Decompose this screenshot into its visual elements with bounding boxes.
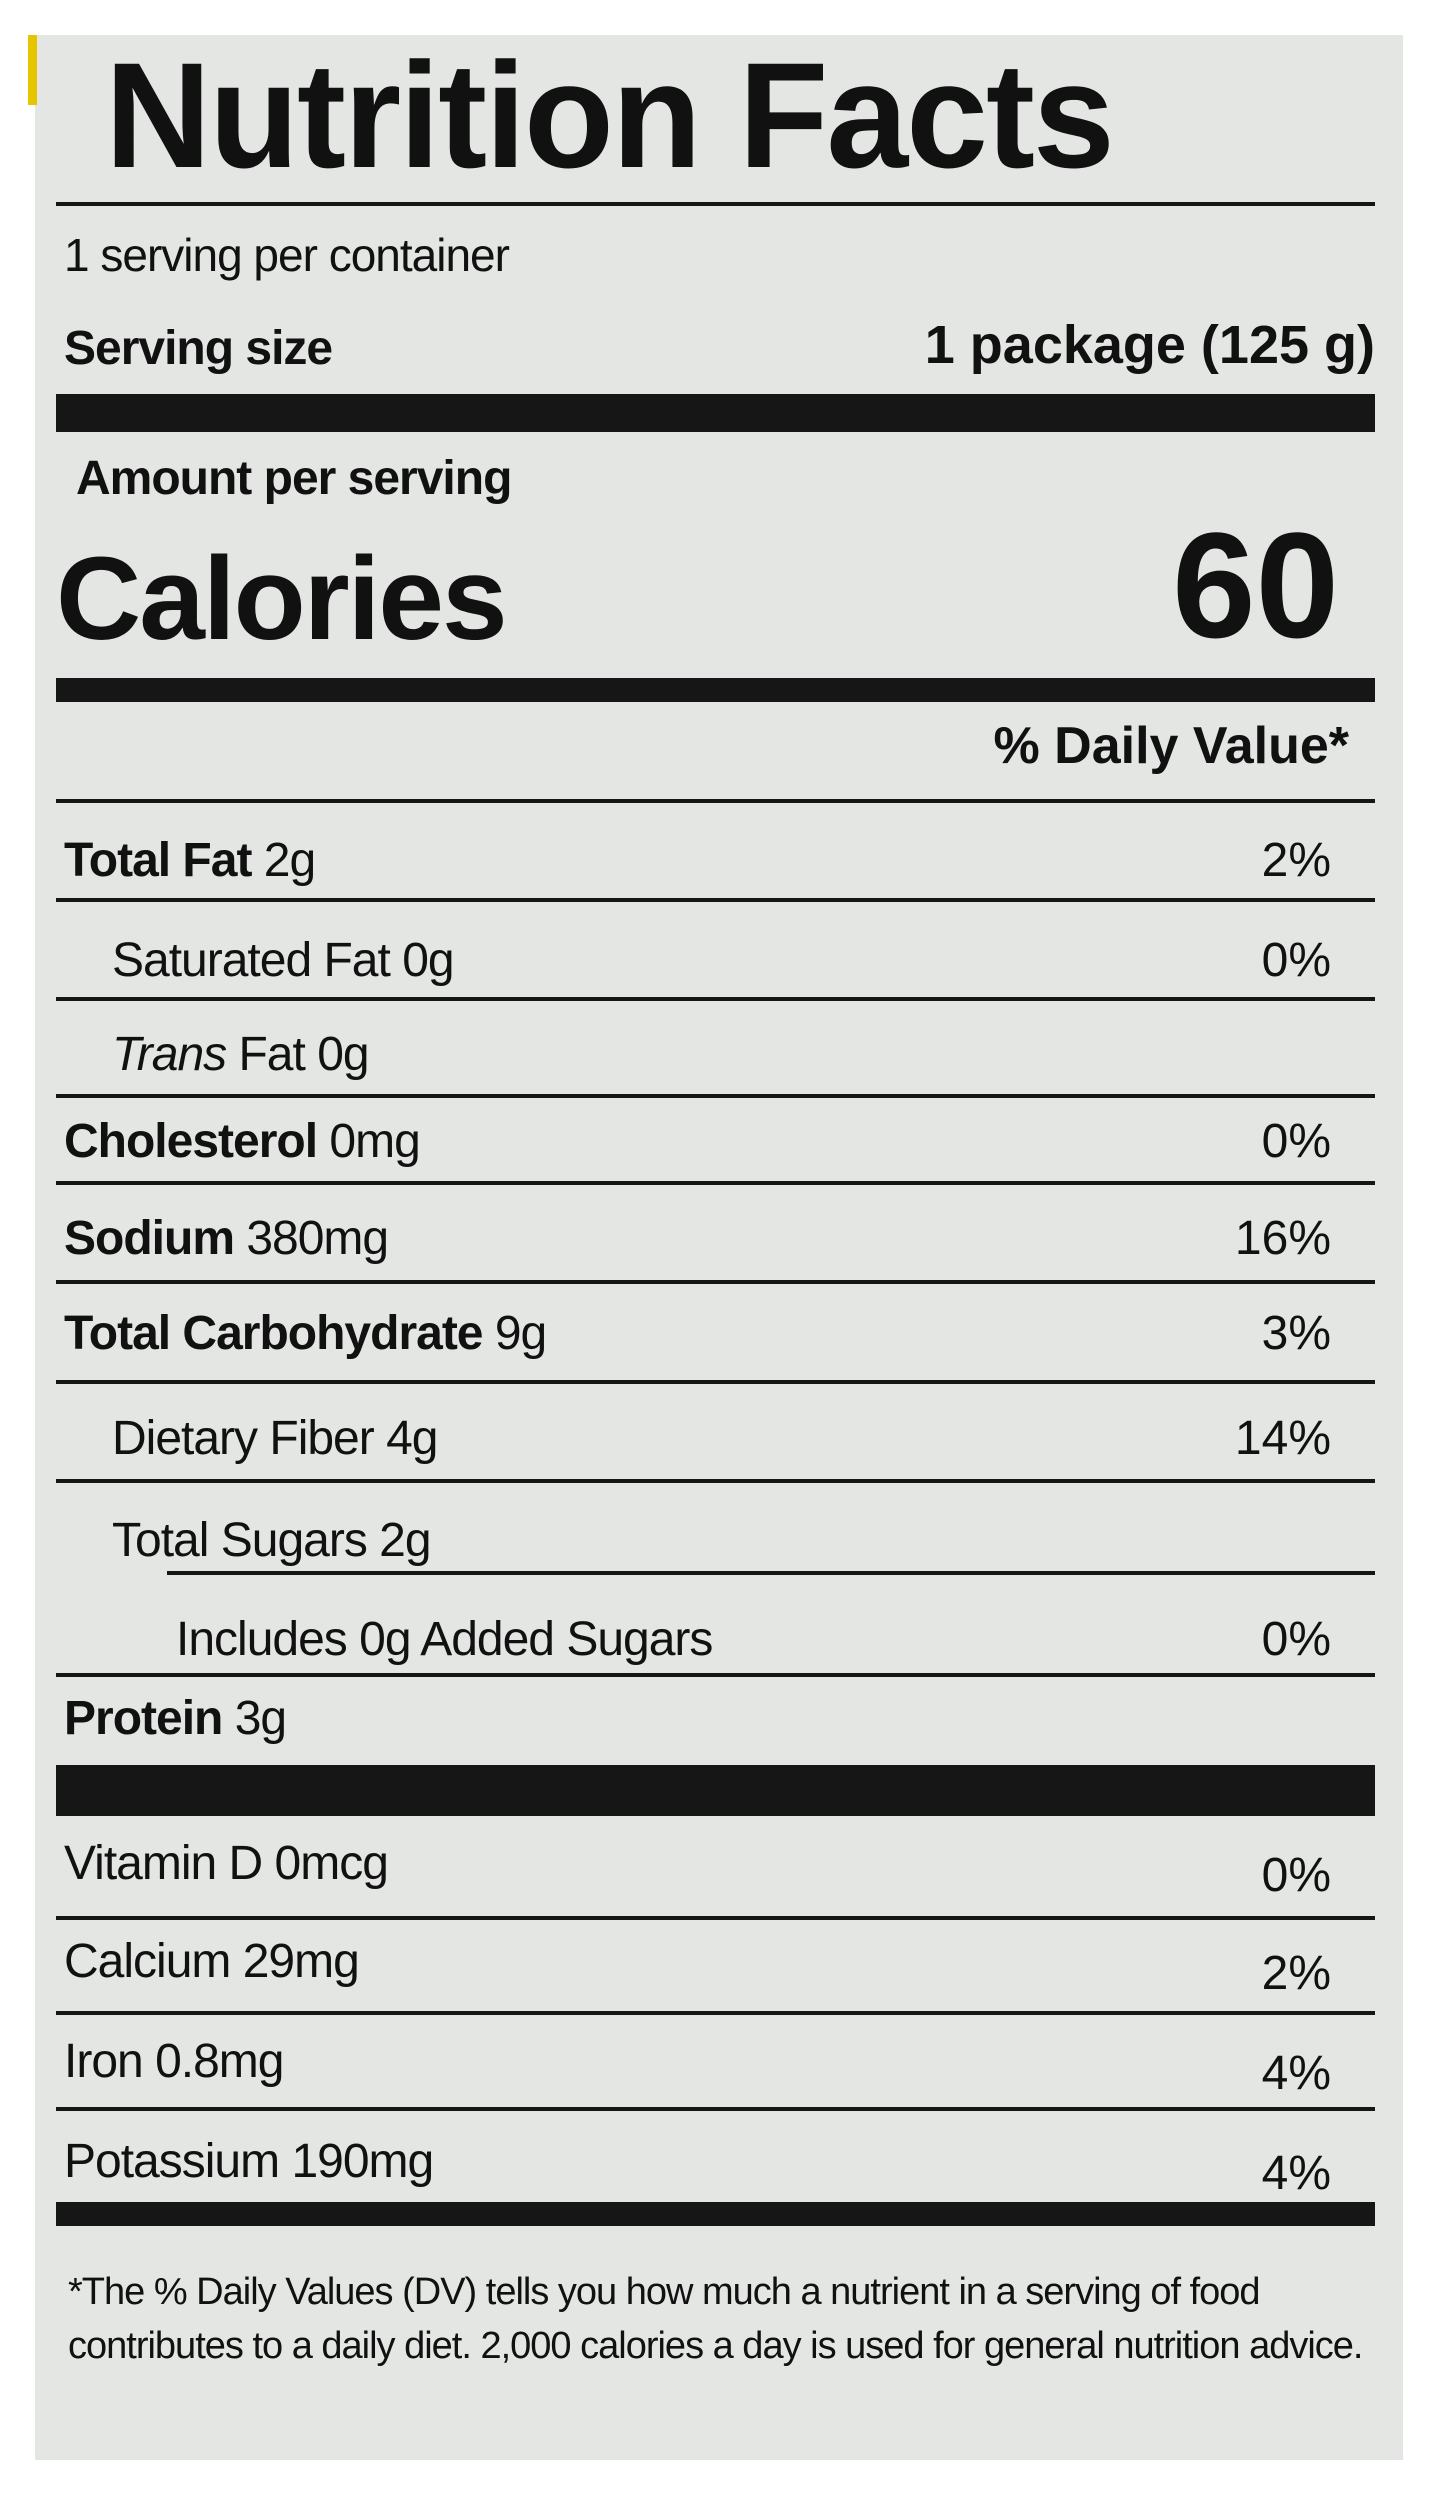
nutrient-amount: 9g: [494, 1307, 547, 1360]
nutrient-amount: 380mg: [246, 1212, 389, 1265]
nutrient-amount: 3g: [234, 1692, 287, 1745]
nutrient-daily-value: 2%: [1261, 834, 1331, 887]
package-edge: [28, 35, 37, 105]
rule-thin: [56, 1280, 1375, 1284]
nutrient-daily-value: 3%: [1261, 1307, 1331, 1360]
rule-thin: [56, 799, 1375, 803]
vitamin-label: Potassium: [64, 2135, 280, 2188]
nutrient-amount: 0g: [317, 1028, 369, 1081]
footnote: *The % Daily Values (DV) tells you how m…: [68, 2271, 1363, 2367]
amount-per-serving: Amount per serving: [76, 452, 512, 505]
rule-medium: [56, 678, 1375, 702]
vitamin-name: Calcium 29mg: [64, 1934, 360, 1989]
nutrient-name: Total Sugars 2g: [112, 1513, 432, 1568]
nutrient-name: Total Fat 2g: [64, 833, 316, 888]
nutrient-amount: 2g: [263, 834, 316, 887]
nutrient-label: Cholesterol: [64, 1115, 318, 1168]
nutrient-name: Includes 0g Added Sugars: [176, 1612, 713, 1667]
nutrient-label: Protein: [64, 1692, 223, 1745]
nutrient-daily-value: 0%: [1261, 934, 1331, 987]
nutrient-daily-value: 16%: [1234, 1212, 1331, 1265]
vitamin-label: Iron: [64, 2035, 144, 2088]
rule-thick: [56, 1765, 1375, 1816]
rule-medium: [56, 2202, 1375, 2226]
nutrient-name: Cholesterol 0mg: [64, 1114, 421, 1169]
nutrient-label: Total Carbohydrate: [64, 1307, 483, 1360]
serving-size-label: Serving size: [64, 322, 333, 375]
nutrient-amount: 0mg: [329, 1115, 420, 1168]
nutrient-daily-value: 0%: [1261, 1115, 1331, 1168]
nutrient-amount: 2g: [379, 1514, 431, 1567]
nutrient-name: Protein 3g: [64, 1691, 287, 1746]
nutrient-label: Sodium: [64, 1212, 235, 1265]
vitamin-label: Calcium: [64, 1935, 231, 1988]
nutrient-label: Saturated Fat: [112, 934, 391, 987]
vitamin-amount: 0mcg: [274, 1837, 389, 1890]
rule-thin: [56, 898, 1375, 902]
rule-thin: [56, 1094, 1375, 1098]
nutrition-label: [35, 35, 1403, 2460]
vitamin-amount: 0.8mg: [155, 2035, 284, 2088]
vitamin-daily-value: 4%: [1261, 2047, 1331, 2100]
rule-thin: [56, 202, 1375, 206]
vitamin-amount: 29mg: [242, 1935, 360, 1988]
nutrient-amount: 4g: [386, 1412, 438, 1465]
nutrient-name: Saturated Fat 0g: [112, 933, 455, 988]
vitamin-daily-value: 2%: [1261, 1947, 1331, 2000]
nutrient-amount: 0g: [402, 934, 454, 987]
serving-size-value: 1 package (125 g): [924, 315, 1375, 375]
servings-per-container: 1 serving per container: [64, 229, 510, 281]
calories-value: 60: [1172, 501, 1339, 669]
calories-label: Calories: [56, 533, 508, 665]
vitamin-daily-value: 4%: [1261, 2147, 1331, 2200]
nutrient-label: Trans: [112, 1028, 227, 1081]
nutrient-name: Sodium 380mg: [64, 1211, 389, 1266]
nutrient-daily-value: 14%: [1234, 1412, 1331, 1465]
rule-thin: [56, 1181, 1375, 1185]
nutrient-label: Dietary Fiber: [112, 1412, 375, 1465]
rule-thin: [56, 2011, 1375, 2015]
rule-thin: [56, 2107, 1375, 2111]
nutrient-label: Total Fat: [64, 834, 252, 887]
vitamin-name: Iron 0.8mg: [64, 2034, 284, 2089]
rule-thin: [56, 1380, 1375, 1384]
nutrient-name: Dietary Fiber 4g: [112, 1411, 438, 1466]
vitamin-label: Vitamin D: [64, 1837, 263, 1890]
vitamin-name: Vitamin D 0mcg: [64, 1836, 389, 1891]
label-title: Nutrition Facts: [105, 31, 1115, 199]
nutrient-label: Includes 0g Added Sugars: [176, 1613, 713, 1666]
rule-thin: [56, 1916, 1375, 1920]
rule-thick: [56, 394, 1375, 432]
nutrient-label: Total Sugars: [112, 1514, 368, 1567]
nutrient-name: Trans Fat 0g: [112, 1027, 370, 1082]
rule-thin: [167, 1571, 1375, 1575]
vitamin-daily-value: 0%: [1261, 1849, 1331, 1902]
nutrient-name: Total Carbohydrate 9g: [64, 1306, 547, 1361]
nutrient-daily-value: 0%: [1261, 1613, 1331, 1666]
vitamin-amount: 190mg: [291, 2135, 434, 2188]
daily-value-header: % Daily Value*: [993, 717, 1349, 775]
vitamin-name: Potassium 190mg: [64, 2134, 434, 2189]
rule-thin: [56, 1479, 1375, 1483]
rule-thin: [56, 997, 1375, 1001]
rule-thin: [56, 1673, 1375, 1677]
nutrient-label-suffix: Fat: [238, 1028, 305, 1081]
